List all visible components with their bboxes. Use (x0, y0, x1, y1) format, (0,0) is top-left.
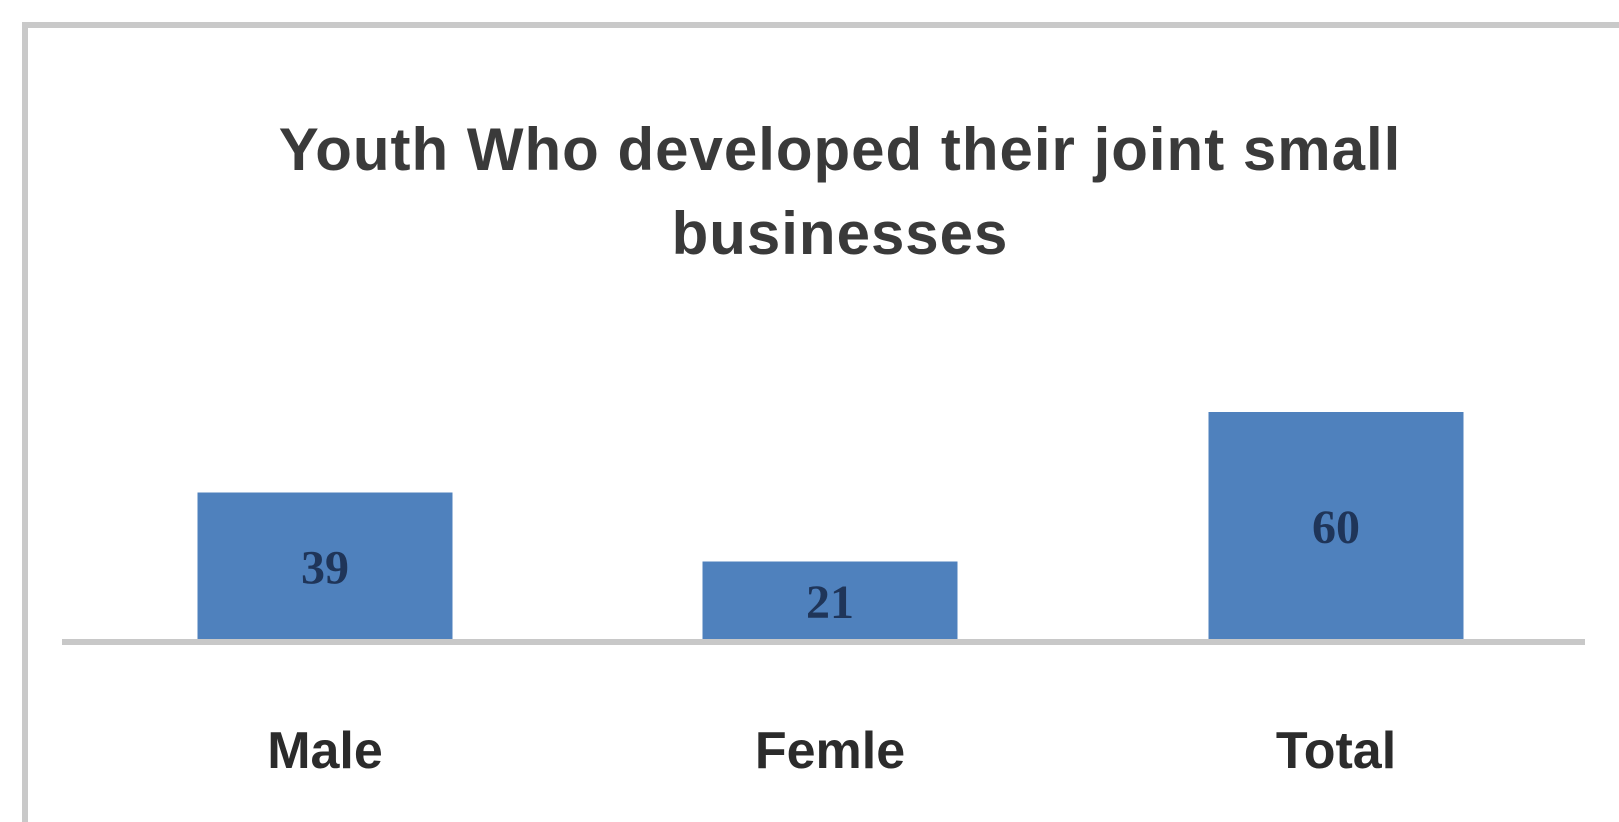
bars-layer (197, 412, 1464, 642)
bar-male (197, 492, 453, 642)
bar-chart: 39 Male 21 Femle 60 Total (62, 412, 1585, 780)
category-label-femle: Femle (755, 722, 905, 780)
category-label-male: Male (267, 722, 383, 780)
chart-title: Youth Who developed their joint small bu… (278, 116, 1402, 267)
bar-femle (702, 561, 958, 642)
data-label-total: 60 (1312, 501, 1360, 554)
bar-total (1208, 412, 1464, 642)
labels-layer: 39 Male 21 Femle 60 Total (267, 501, 1396, 780)
category-label-total: Total (1276, 722, 1396, 780)
data-label-femle: 21 (806, 576, 854, 629)
data-label-male: 39 (301, 541, 349, 594)
